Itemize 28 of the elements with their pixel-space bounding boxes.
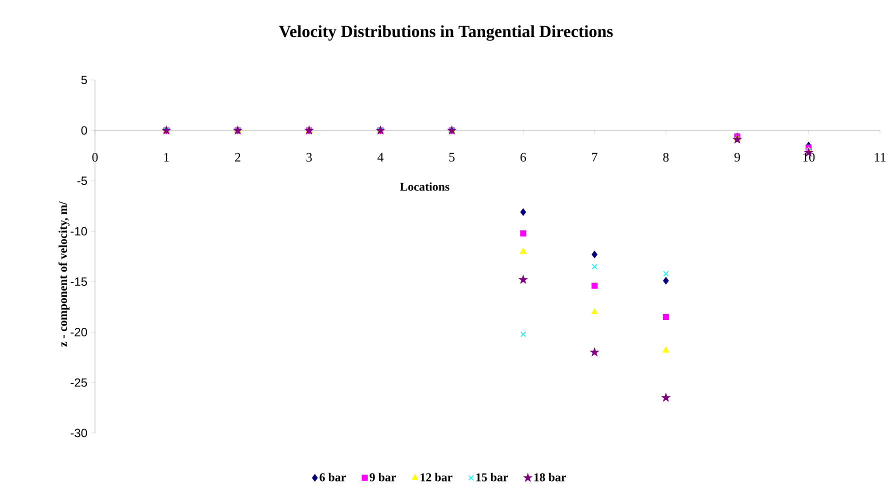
- legend-label: 12 bar: [420, 472, 452, 482]
- y-tick-label: 5: [81, 76, 87, 84]
- x-tick-label: 4: [377, 152, 384, 162]
- y-axis-title: z - component of velocity, m/: [58, 201, 70, 347]
- x-tick-label: 1: [164, 152, 169, 162]
- legend-label: 18 bar: [534, 472, 566, 482]
- x-tick-label: 6: [520, 152, 526, 162]
- x-tick-label: 11: [874, 152, 886, 162]
- x-tick-label: 9: [734, 152, 740, 162]
- x-tick-label: 8: [663, 152, 669, 162]
- x-tick-label: 7: [592, 152, 598, 162]
- x-axis-title: Locations: [400, 182, 450, 191]
- chart-title: Velocity Distributions in Tangential Directions: [279, 25, 613, 41]
- x-tick-label: 5: [449, 152, 455, 162]
- x-tick-label: 2: [235, 152, 240, 162]
- y-tick-label: -20: [70, 328, 88, 336]
- y-tick-label: -15: [70, 278, 87, 286]
- x-tick-label: 10: [803, 152, 815, 162]
- y-tick-label: -5: [77, 176, 87, 186]
- y-tick-label: -10: [70, 227, 88, 236]
- y-tick-label: 0: [81, 126, 88, 135]
- x-tick-label: 3: [306, 152, 312, 162]
- legend-label: 9 bar: [370, 472, 396, 482]
- x-tick-label: 0: [92, 152, 98, 162]
- legend-label: 15 bar: [476, 472, 508, 482]
- legend-label: 6 bar: [320, 472, 346, 482]
- y-tick-label: -25: [70, 378, 87, 387]
- y-tick-label: -30: [70, 428, 88, 438]
